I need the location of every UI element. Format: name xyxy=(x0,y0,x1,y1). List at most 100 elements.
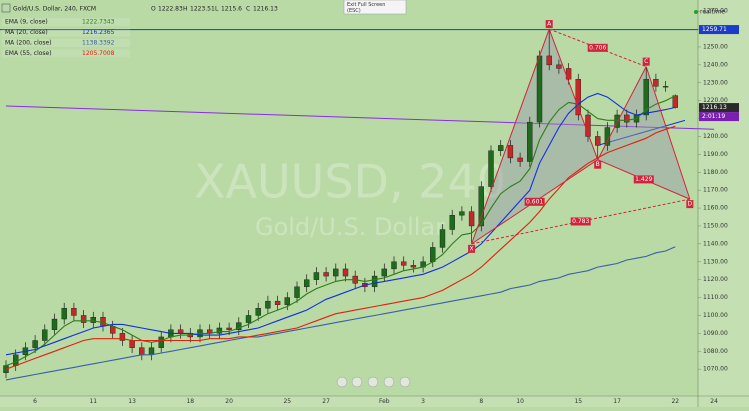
candle-body xyxy=(226,327,232,330)
candle-body xyxy=(265,300,271,309)
countdown: 2:01:19 xyxy=(702,113,725,120)
ohlc-value: 1215.6 xyxy=(221,6,242,13)
x-tick-label: 18 xyxy=(186,398,194,405)
legend-value: 1138.3392 xyxy=(82,40,115,47)
candle-body xyxy=(575,78,581,116)
legend-swatch-box xyxy=(2,18,130,26)
candle-body xyxy=(323,272,329,277)
candle-body xyxy=(430,247,436,262)
candle-body xyxy=(148,347,155,356)
candle-body xyxy=(672,95,678,108)
candle-body xyxy=(342,268,349,277)
candle-body xyxy=(90,317,97,323)
legend-name: MA (200, close) xyxy=(5,40,52,47)
candle-body xyxy=(449,215,455,230)
y-tick-label: 1230.00 xyxy=(703,79,728,86)
reset[interactable] xyxy=(367,376,379,388)
price-label-bg xyxy=(699,103,739,113)
y-tick-label: 1130.00 xyxy=(703,258,728,265)
candle-body xyxy=(284,297,290,305)
time-axis-bg xyxy=(0,396,698,407)
scroll-left[interactable] xyxy=(351,376,363,388)
y-tick-label: 1110.00 xyxy=(703,294,728,301)
pattern-point: C xyxy=(644,58,648,65)
candle-body xyxy=(80,315,87,323)
x-tick-label: 22 xyxy=(671,398,679,405)
pattern-point: D xyxy=(688,201,693,208)
candle-body xyxy=(381,268,387,277)
price-label: 1216.13 xyxy=(702,104,727,111)
candle-body xyxy=(245,315,252,323)
candle-body xyxy=(304,279,310,288)
x-tick-label: Feb xyxy=(379,398,390,405)
pattern-fill xyxy=(471,29,598,244)
candle-body xyxy=(459,211,465,216)
zoom-out[interactable] xyxy=(336,376,348,388)
y-tick-label: 1200.00 xyxy=(703,133,728,140)
collapse-box[interactable] xyxy=(1,3,11,13)
pattern-ratio-bg xyxy=(587,43,608,52)
legend-swatch-box xyxy=(2,39,130,47)
pattern-point: X xyxy=(470,245,474,252)
candle-body xyxy=(255,308,261,316)
pattern-ratio: 0.601 xyxy=(526,198,543,205)
candle-body xyxy=(468,211,475,227)
candle-body xyxy=(313,272,320,280)
pattern-point-bg xyxy=(594,160,602,169)
pattern-fill xyxy=(597,66,690,200)
pattern-point: B xyxy=(596,161,600,168)
pattern-line xyxy=(645,66,691,200)
x-tick-label: 8 xyxy=(479,398,483,405)
trend-line xyxy=(597,119,686,146)
pattern-line xyxy=(471,28,550,245)
candle-body xyxy=(391,261,397,270)
x-tick-label: 13 xyxy=(128,398,136,405)
legend-value: 1205.7008 xyxy=(82,50,115,57)
ohlc-key: C xyxy=(246,6,250,13)
candle-body xyxy=(536,55,543,123)
y-tick-label: 1190.00 xyxy=(703,151,728,158)
trend-line xyxy=(5,105,715,130)
legend-name: EMA (55, close) xyxy=(5,50,52,57)
ohlc-value: 1216.13 xyxy=(253,6,278,13)
candle-body xyxy=(61,308,67,320)
zoom-in[interactable] xyxy=(399,376,411,388)
pattern-ratio-bg xyxy=(633,175,654,184)
ohlc-value: 1223.51 xyxy=(190,6,215,13)
x-tick-label: 6 xyxy=(33,398,37,405)
y-tick-label: 1150.00 xyxy=(703,222,728,229)
candle-body xyxy=(478,186,484,227)
y-tick-label: 1250.00 xyxy=(703,43,728,50)
zoom-controls xyxy=(336,376,411,388)
candle-body xyxy=(42,329,48,341)
price-label: 1259.71 xyxy=(702,26,727,33)
ma-line xyxy=(5,95,676,367)
legend-value: 1216.2365 xyxy=(82,29,115,36)
y-tick-label: 1270.00 xyxy=(703,8,728,15)
candle-body xyxy=(119,333,126,341)
x-tick-label: 25 xyxy=(283,398,291,405)
candle-body xyxy=(614,114,620,128)
pattern-ratio-bg xyxy=(524,197,545,206)
candle-body xyxy=(546,55,552,66)
legend-swatch-box xyxy=(2,28,130,37)
price-axis-bg xyxy=(698,0,749,407)
candle-body xyxy=(12,354,19,366)
x-tick-label: 15 xyxy=(574,398,582,405)
ma-line xyxy=(5,246,676,381)
candle-body xyxy=(32,340,38,348)
scroll-right[interactable] xyxy=(383,376,395,388)
plot-bg xyxy=(0,0,698,396)
pattern-ratio: 0.783 xyxy=(572,218,589,225)
price-label-bg xyxy=(699,25,739,35)
status-dot xyxy=(694,10,698,14)
candle-body xyxy=(274,300,281,305)
candle-body xyxy=(604,127,611,146)
candle-body xyxy=(177,329,184,334)
y-tick-label: 1090.00 xyxy=(703,330,728,337)
candle-body xyxy=(129,340,135,348)
ma-line xyxy=(5,125,676,370)
pattern-line xyxy=(548,28,599,160)
